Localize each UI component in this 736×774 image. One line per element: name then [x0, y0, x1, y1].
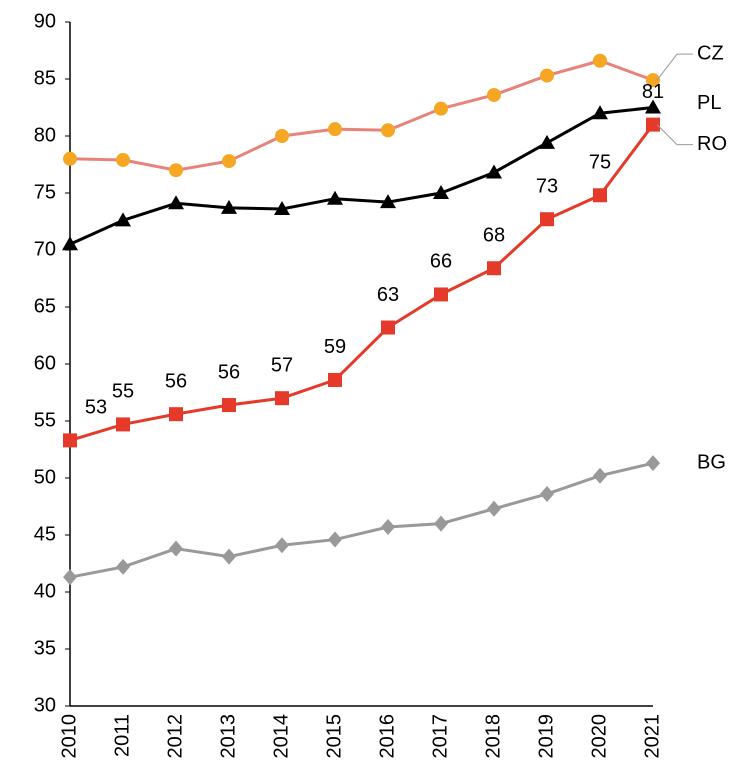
marker: [593, 467, 607, 484]
marker: [116, 152, 130, 167]
leader-line: [656, 124, 693, 146]
series-line: [69, 123, 655, 442]
series-line: [69, 106, 654, 246]
x-tick-label: 2014: [270, 714, 292, 759]
marker: [169, 163, 183, 178]
series-label: RO: [697, 133, 727, 155]
data-label: 56: [218, 361, 240, 383]
series-label: CZ: [697, 42, 724, 64]
x-tick-label: 2013: [217, 714, 239, 759]
marker: [62, 236, 78, 251]
marker: [645, 99, 661, 114]
y-tick-label: 30: [34, 694, 56, 716]
y-tick-label: 90: [34, 10, 56, 32]
marker: [593, 53, 607, 68]
y-tick-label: 45: [34, 523, 56, 545]
marker: [487, 261, 501, 276]
marker: [222, 398, 236, 413]
marker: [592, 105, 608, 120]
x-tick-label: 2010: [58, 714, 80, 759]
data-label: 59: [324, 336, 346, 358]
marker: [169, 540, 183, 557]
marker: [275, 537, 289, 554]
marker: [63, 569, 77, 586]
marker: [380, 194, 396, 209]
marker: [328, 372, 342, 387]
x-tick-label: 2016: [376, 714, 398, 759]
marker: [646, 455, 660, 472]
x-tick-label: 2019: [535, 714, 557, 759]
marker: [116, 417, 130, 432]
marker: [222, 548, 236, 565]
data-label: 56: [165, 370, 187, 392]
x-tick-label: 2020: [588, 714, 610, 759]
y-tick-label: 55: [34, 409, 56, 431]
x-tick-label: 2012: [164, 714, 186, 759]
data-label: 63: [377, 284, 399, 306]
marker: [116, 558, 130, 575]
y-tick-label: 80: [34, 124, 56, 146]
y-tick-label: 35: [34, 637, 56, 659]
data-label: 68: [483, 225, 505, 247]
marker: [275, 391, 289, 406]
y-tick-label: 65: [34, 295, 56, 317]
marker: [487, 500, 501, 517]
marker: [540, 68, 554, 83]
marker: [328, 531, 342, 548]
data-label: 53: [85, 397, 107, 419]
marker: [275, 129, 289, 143]
marker: [274, 200, 290, 215]
marker: [63, 433, 77, 448]
x-tick-label: 2011: [111, 714, 133, 757]
marker: [115, 212, 131, 227]
marker: [222, 154, 236, 169]
marker: [487, 87, 501, 102]
y-tick-label: 40: [34, 580, 56, 602]
series-line: [69, 461, 654, 579]
y-tick-label: 60: [34, 352, 56, 374]
x-tick-label: 2015: [323, 714, 345, 759]
series-label: PL: [697, 92, 721, 114]
y-tick-label: 70: [34, 238, 56, 260]
data-label: 66: [430, 251, 452, 273]
data-label: 73: [536, 176, 558, 198]
series-label: BG: [697, 451, 726, 473]
data-label: 81: [642, 81, 664, 103]
marker: [434, 515, 448, 532]
marker: [434, 287, 448, 302]
marker: [381, 123, 395, 138]
marker: [328, 122, 342, 137]
marker: [646, 117, 660, 132]
marker: [381, 320, 395, 335]
leader-line: [656, 53, 693, 81]
data-label: 57: [271, 354, 293, 376]
marker: [221, 199, 237, 214]
data-label: 55: [112, 381, 134, 403]
marker: [646, 73, 660, 88]
x-tick-label: 2018: [482, 714, 504, 759]
x-tick-label: 2017: [429, 714, 451, 759]
marker: [540, 485, 554, 502]
marker: [381, 519, 395, 536]
marker: [168, 195, 184, 210]
marker: [593, 188, 607, 203]
marker: [63, 151, 77, 166]
x-tick-label: 2021: [641, 714, 663, 759]
marker: [327, 190, 343, 205]
y-tick-label: 75: [34, 181, 56, 203]
marker: [433, 185, 449, 199]
marker: [540, 212, 554, 227]
marker: [169, 407, 183, 422]
marker: [434, 101, 448, 116]
marker: [486, 164, 502, 179]
marker: [539, 134, 555, 149]
data-label: 75: [589, 152, 611, 174]
y-tick-label: 50: [34, 466, 56, 488]
y-tick-label: 85: [34, 67, 56, 89]
series-line: [69, 59, 654, 172]
